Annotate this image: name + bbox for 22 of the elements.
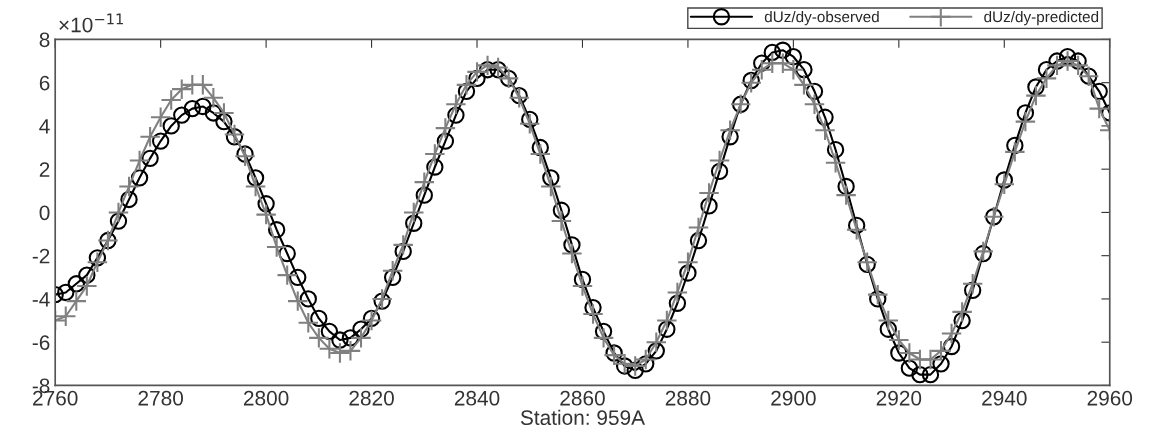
y-tick-label: -2	[32, 248, 50, 264]
x-tick-label: 2780	[138, 390, 184, 406]
x-tick-label: 2860	[560, 390, 605, 406]
text: ×10$^{−11}$	[59, 13, 123, 33]
x-tick-label: 2800	[243, 390, 289, 406]
x-tick-label: 2940	[982, 390, 1027, 406]
y-tick-label: 0	[39, 205, 50, 221]
y-tick-label: 2	[39, 162, 50, 177]
y-tick-label: -4	[32, 292, 50, 307]
y-tick-label: 6	[39, 75, 50, 91]
x-tick-label: 2900	[771, 390, 816, 406]
y-tick-label: -6	[32, 335, 50, 350]
x-axis-title: Station: 959A	[520, 409, 645, 426]
y-tick-label: 8	[39, 32, 50, 48]
legend-label: dUz/dy-observed	[764, 11, 879, 26]
x-tick-label: 2920	[876, 390, 922, 406]
legend-label: dUz/dy-predicted	[984, 11, 1099, 26]
x-tick-label: 2820	[349, 390, 394, 406]
x-tick-label: 2840	[454, 390, 500, 406]
y-tick-label: 4	[39, 119, 50, 134]
x-tick-label: 2880	[665, 390, 711, 406]
x-tick-label: 2960	[1087, 390, 1133, 406]
